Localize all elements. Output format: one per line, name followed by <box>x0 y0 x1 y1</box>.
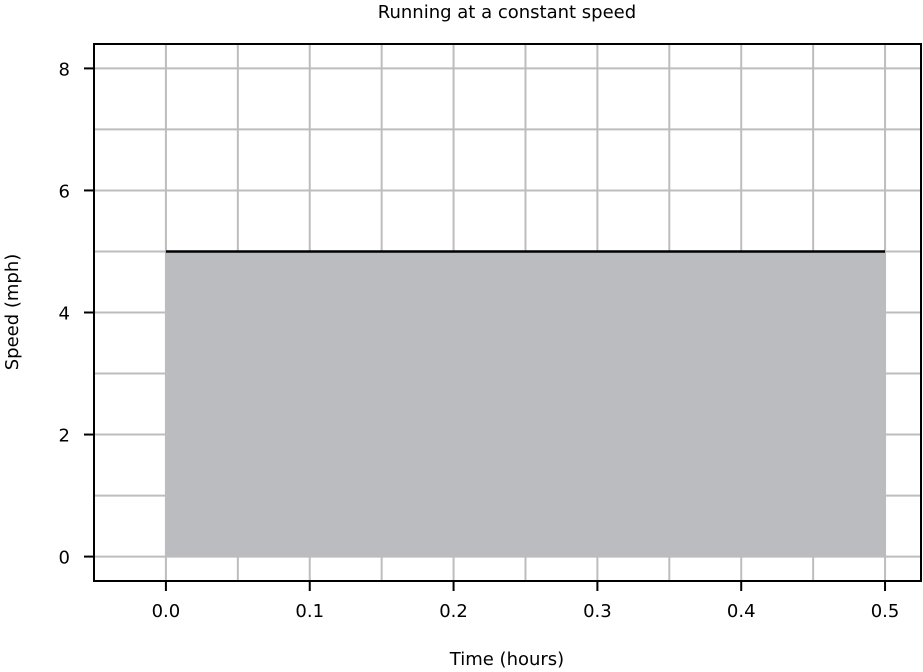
y-tick-label: 6 <box>59 181 70 202</box>
x-tick-label: 0.3 <box>583 601 612 622</box>
y-axis-label: Speed (mph) <box>2 254 23 371</box>
x-axis-label: Time (hours) <box>449 649 564 670</box>
area-fill <box>165 251 886 557</box>
chart-title: Running at a constant speed <box>378 2 636 23</box>
y-tick-label: 0 <box>59 548 70 569</box>
y-axis-ticks: 0 2 4 6 8 <box>59 59 94 569</box>
y-tick-label: 8 <box>59 59 70 80</box>
x-tick-label: 0.4 <box>727 601 756 622</box>
area-series <box>165 250 886 557</box>
x-tick-label: 0.0 <box>152 601 181 622</box>
x-tick-label: 0.5 <box>871 601 900 622</box>
x-axis-ticks: 0.0 0.1 0.2 0.3 0.4 0.5 <box>152 581 900 622</box>
x-tick-label: 0.2 <box>439 601 468 622</box>
x-tick-label: 0.1 <box>295 601 324 622</box>
y-tick-label: 2 <box>59 426 70 447</box>
y-tick-label: 4 <box>59 304 70 325</box>
